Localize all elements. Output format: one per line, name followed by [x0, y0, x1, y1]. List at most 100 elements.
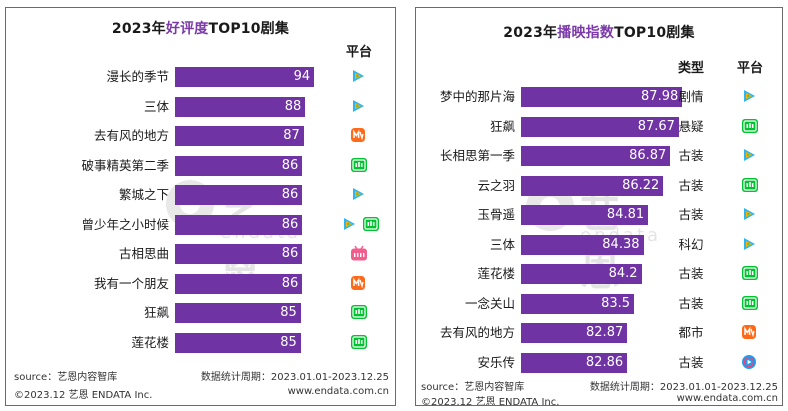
site-note: www.endata.com.cn: [287, 386, 389, 397]
bar-value-label: 87.98: [641, 89, 679, 104]
genre-label: 古装: [678, 295, 704, 311]
bar-label: 繁城之下: [118, 187, 169, 202]
title-prefix: 2023年: [111, 21, 166, 37]
bar-value-label: 86: [281, 246, 299, 261]
bar: [521, 352, 628, 373]
title-suffix: TOP10剧集: [208, 21, 290, 37]
bar-label: 莲花楼: [131, 334, 169, 350]
iqiyi-icon: [741, 265, 759, 283]
bar-label: 古相思曲: [118, 246, 169, 261]
youku-icon: [741, 354, 759, 372]
bar-row: 破事精英第二季 86: [6, 155, 395, 176]
genre-label: 剧情: [678, 89, 704, 104]
mango-icon: [350, 127, 368, 145]
bar-label: 去有风的地方: [439, 325, 515, 340]
source-note: source：艺恩内容智库: [14, 372, 118, 383]
bar-label: 破事精英第二季: [81, 157, 169, 173]
bar-value-label: 86: [281, 187, 299, 202]
bar: [175, 244, 303, 264]
bar-value-label: 86: [281, 275, 299, 291]
bar-row: 我有一个朋友 86: [6, 273, 395, 294]
bar-row: 玉骨遥 84.81 古装: [416, 205, 782, 225]
bar-row: 莲花楼 84.2 古装: [416, 264, 782, 284]
bar-value-label: 82.86: [585, 354, 624, 370]
bar: [175, 67, 315, 87]
rating-chart-panel: 艺恩 endata 2023年好评度TOP10剧集 平台 漫长的季节94三体88…: [5, 7, 396, 406]
bar-row: 一念关山 83.5 古装: [416, 293, 782, 314]
tencent-icon: [350, 68, 368, 86]
bar: [521, 87, 683, 107]
bar-row: 莲花楼 85: [6, 332, 395, 353]
bar-label: 玉骨遥: [477, 207, 515, 222]
bar-value-label: 86.87: [629, 148, 667, 163]
genre-label: 悬疑: [678, 118, 704, 134]
bar-value-label: 83.5: [601, 295, 631, 311]
bar-row: 曾少年之小时候 86: [6, 214, 395, 235]
bar-row: 狂飙 87.67 悬疑: [416, 116, 782, 137]
iqiyi-icon: [350, 334, 368, 352]
bar-value-label: 84.2: [608, 266, 638, 281]
platform-header: 平台: [736, 61, 763, 76]
tencent-icon: [741, 88, 759, 106]
bar: [521, 293, 635, 314]
genre-label: 古装: [678, 354, 704, 370]
bar: [175, 332, 301, 353]
bar-label: 漫长的季节: [106, 69, 169, 84]
bar-label: 狂飙: [489, 118, 515, 134]
genre-label: 古装: [678, 266, 704, 281]
bar: [175, 185, 303, 205]
bar-value-label: 85: [280, 334, 297, 350]
genre-label: 科幻: [678, 236, 704, 252]
bar-value-label: 88: [284, 98, 302, 114]
genre-label: 古装: [678, 177, 704, 193]
tencent-icon: [741, 236, 759, 254]
bar-label: 莲花楼: [477, 266, 515, 281]
mango-icon: [741, 324, 759, 342]
title-highlight: 好评度: [165, 21, 209, 37]
bar-label: 安乐传: [477, 354, 515, 370]
bar: [521, 116, 679, 137]
bar-value-label: 85: [280, 305, 297, 320]
period-note: 数据统计周期：2023.01.01-2023.12.25: [200, 372, 389, 383]
bar-label: 曾少年之小时候: [81, 216, 169, 232]
bar: [175, 96, 306, 117]
bar-value-label: 94: [293, 69, 311, 84]
title-prefix: 2023年: [503, 25, 558, 41]
bar-row: 安乐传 82.86 古装: [416, 352, 782, 373]
bar-value-label: 87: [283, 128, 300, 143]
bar-row: 长相思第一季 86.87 古装: [416, 146, 782, 166]
bar: [175, 214, 303, 235]
tencent-icon: [350, 186, 368, 204]
bar-row: 漫长的季节 94: [6, 67, 395, 87]
chart-title: 2023年播映指数TOP10剧集: [416, 22, 782, 42]
bar-row: 三体 84.38 科幻: [416, 234, 782, 255]
bar-label: 去有风的地方: [93, 128, 169, 143]
bar-label: 我有一个朋友: [93, 275, 169, 291]
bar-label: 云之羽: [477, 177, 515, 193]
bar: [521, 264, 642, 284]
genre-label: 都市: [678, 325, 704, 340]
iqiyi-icon: [350, 304, 368, 322]
bar: [175, 126, 304, 146]
copyright-note: ©2023.12 艺恩 ENDATA Inc.: [421, 397, 560, 406]
bar-row: 云之羽 86.22 古装: [416, 175, 782, 196]
platform-header: 平台: [345, 45, 372, 60]
bar: [521, 323, 628, 343]
bar-row: 三体 88: [6, 96, 395, 117]
iqiyi-icon: [350, 157, 368, 175]
title-highlight: 播映指数: [557, 25, 615, 41]
tencent-icon: [341, 216, 359, 234]
bar: [175, 273, 303, 294]
bar-value-label: 84.81: [606, 207, 645, 222]
genre-label: 古装: [678, 207, 704, 222]
bar: [521, 205, 649, 225]
iqiyi-icon: [741, 295, 759, 313]
bar-value-label: 82.87: [586, 325, 624, 340]
bilibili-icon: [350, 245, 368, 263]
bar-label: 长相思第一季: [439, 148, 515, 163]
bar-label: 狂飙: [143, 305, 169, 320]
iqiyi-icon: [741, 177, 759, 195]
tencent-icon: [741, 206, 759, 224]
broadcast-index-chart-panel: 艺恩 endata 2023年播映指数TOP10剧集 类型 平台 梦中的那片海8…: [415, 7, 783, 406]
bar-label: 一念关山: [464, 295, 515, 311]
